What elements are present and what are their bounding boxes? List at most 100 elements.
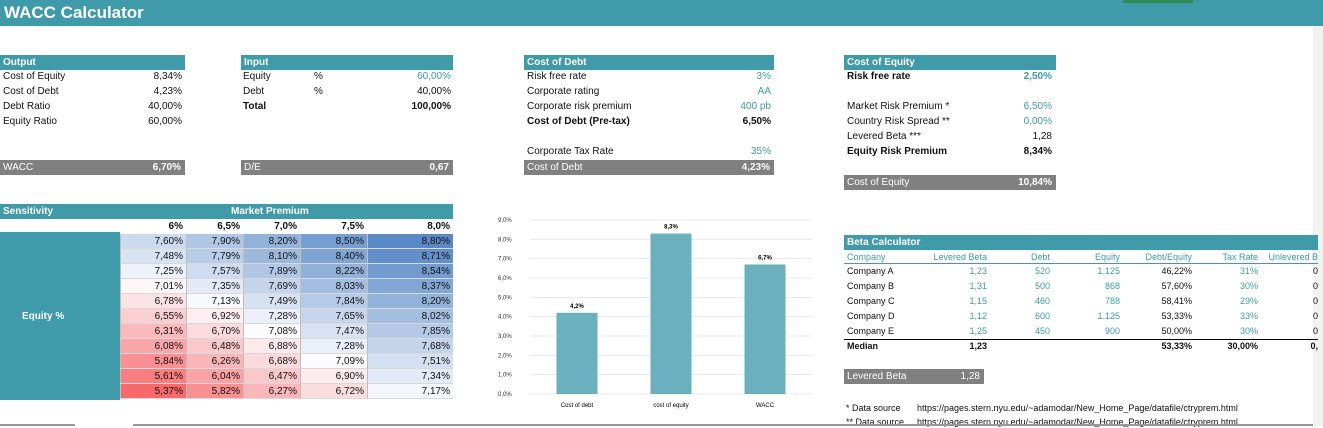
chart-x-tick: cost of equity [653, 403, 688, 409]
scrollbar-right[interactable] [133, 424, 1313, 426]
wacc-value: 6,70% [152, 162, 181, 173]
debt-label: Corporate risk premium [527, 101, 632, 112]
equity-value: 8,34% [1023, 146, 1052, 157]
equity-axis-band [0, 232, 120, 400]
beta-cell[interactable]: 29% [1239, 296, 1258, 306]
beta-cell[interactable]: 900 [1104, 326, 1120, 336]
tax-rate-value[interactable]: 35% [750, 146, 771, 157]
beta-cell: Company C [847, 296, 895, 306]
equity-value: 1,28 [1032, 131, 1052, 142]
scrollbar-left[interactable] [0, 424, 75, 426]
title-bar: WACC Calculator [0, 0, 1323, 26]
sens-col-label: 8,0% [427, 221, 450, 232]
beta-cell[interactable]: 31% [1239, 266, 1258, 276]
chart-bar [650, 233, 692, 394]
cost-of-equity-header: Cost of Equity [844, 55, 1056, 70]
sens-cell: 5,84% [120, 354, 186, 369]
debt-value[interactable]: 400 pb [740, 101, 771, 112]
sens-cell: 6,04% [186, 369, 243, 384]
beta-cell[interactable]: 520 [1034, 266, 1050, 276]
sheet-edge [1313, 26, 1323, 426]
sens-col-label: 7,0% [274, 221, 297, 232]
beta-col-header: Debt/Equity [1145, 252, 1192, 262]
sens-cell: 8,20% [367, 294, 453, 309]
beta-cell[interactable]: 868 [1104, 281, 1120, 291]
sens-cell: 8,02% [367, 309, 453, 324]
chart-y-tick: 2,0% [498, 353, 512, 359]
output-label: Debt Ratio [3, 101, 51, 112]
beta-cell[interactable]: 600 [1034, 311, 1050, 321]
source-link[interactable]: https://pages.stern.nyu.edu/~adamodar/Ne… [917, 417, 1238, 427]
debt-value[interactable]: 3% [756, 71, 771, 82]
beta-median-cell: Median [847, 341, 879, 351]
sens-cell: 7,01% [120, 279, 186, 294]
beta-cell: 0 [1312, 281, 1318, 291]
sens-cell: 6,88% [243, 339, 300, 354]
input-header: Input [241, 55, 453, 70]
sens-cell: 7,28% [300, 339, 367, 354]
beta-median-rule [844, 339, 1318, 340]
beta-cell: Company A [847, 266, 894, 276]
beta-cell[interactable]: 1,25 [969, 326, 987, 336]
sens-cell: 7,57% [186, 264, 243, 279]
beta-col-header: Tax Rate [1222, 252, 1258, 262]
de-label: D/E [244, 162, 261, 173]
sens-cell: 7,13% [186, 294, 243, 309]
sens-cell: 7,68% [367, 339, 453, 354]
beta-cell[interactable]: 30% [1239, 326, 1258, 336]
sens-cell: 6,92% [186, 309, 243, 324]
input-unit: % [314, 86, 323, 97]
beta-cell[interactable]: 450 [1034, 326, 1050, 336]
sens-cell: 7,25% [120, 264, 186, 279]
debt-value[interactable]: AA [757, 86, 771, 97]
sens-cell: 7,28% [243, 309, 300, 324]
chart-y-tick: 7,0% [498, 257, 512, 263]
chart-data-label: 4,2% [570, 304, 584, 310]
input-value[interactable]: 60,00% [417, 71, 451, 82]
de-value: 0,67 [429, 162, 449, 173]
beta-median-cell: 30,00% [1227, 341, 1258, 351]
sens-cell: 7,51% [367, 354, 453, 369]
sens-cell: 8,80% [367, 234, 453, 249]
sens-cell: 7,35% [186, 279, 243, 294]
cost-of-debt-total-value: 4,23% [741, 162, 770, 173]
source-link[interactable]: https://pages.stern.nyu.edu/~adamodar/Ne… [917, 403, 1238, 413]
sens-cell: 8,37% [367, 279, 453, 294]
input-label: Debt [243, 86, 265, 97]
beta-median-cell: 53,33% [1161, 341, 1192, 351]
chart-y-tick: 0,0% [498, 392, 512, 398]
sens-cell: 7,48% [120, 249, 186, 264]
sens-cell: 7,49% [243, 294, 300, 309]
equity-value[interactable]: 6,50% [1023, 101, 1052, 112]
sens-cell: 7,60% [120, 234, 186, 249]
output-header: Output [0, 55, 185, 70]
debt-label: Corporate rating [527, 86, 600, 97]
beta-cell: Company D [847, 311, 895, 321]
sens-cell: 8,20% [243, 234, 300, 249]
beta-cell[interactable]: 30% [1239, 281, 1258, 291]
equity-value[interactable]: 0,00% [1023, 116, 1052, 127]
sens-cell: 6,70% [186, 324, 243, 339]
sens-cell: 6,68% [243, 354, 300, 369]
beta-cell[interactable]: 1.125 [1097, 311, 1120, 321]
output-value: 60,00% [148, 116, 182, 127]
sens-cell: 7,90% [186, 234, 243, 249]
sens-cell: 7,09% [300, 354, 367, 369]
beta-cell[interactable]: 1,31 [969, 281, 987, 291]
risk-free-value[interactable]: 2,50% [1023, 71, 1052, 82]
sens-cell: 7,65% [300, 309, 367, 324]
beta-cell[interactable]: 33% [1239, 311, 1258, 321]
beta-cell[interactable]: 460 [1034, 296, 1050, 306]
beta-col-header: Company [847, 252, 886, 262]
beta-cell[interactable]: 1,23 [969, 266, 987, 276]
beta-cell[interactable]: 788 [1104, 296, 1120, 306]
beta-cell: 58,41% [1161, 296, 1192, 306]
market-premium-label: Market Premium [231, 206, 309, 217]
beta-cell[interactable]: 1,12 [969, 311, 987, 321]
beta-cell[interactable]: 1.125 [1097, 266, 1120, 276]
beta-cell[interactable]: 500 [1034, 281, 1050, 291]
levered-beta-label: Levered Beta [847, 371, 907, 382]
beta-col-header: Unlevered B [1268, 252, 1318, 262]
beta-cell[interactable]: 1,15 [969, 296, 987, 306]
chart-y-tick: 8,0% [498, 237, 512, 243]
